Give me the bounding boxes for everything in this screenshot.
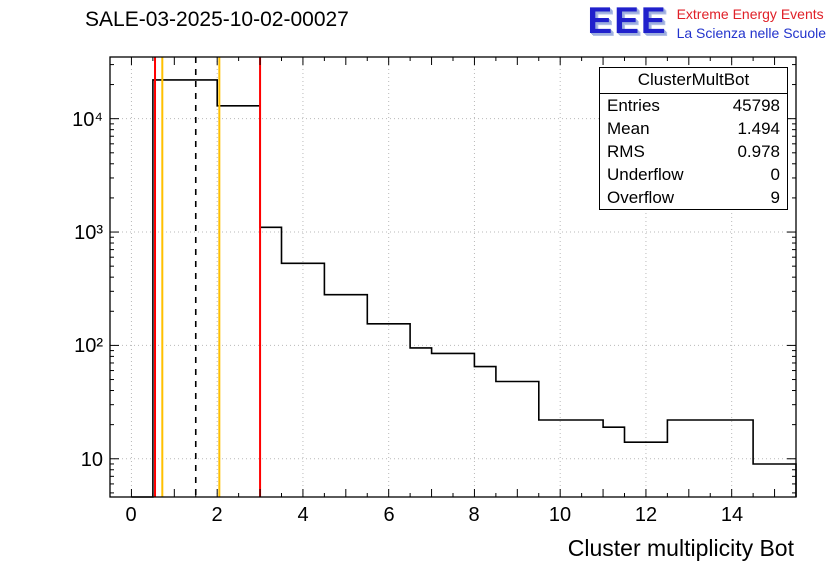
x-tick-label: 14 [721, 504, 743, 526]
eee-logo: EEE Extreme Energy Events La Scienza nel… [587, 0, 826, 43]
y-tick-label: 10³ [74, 222, 103, 244]
histogram-outline [131, 79, 797, 498]
y-tick-label: 10 [81, 449, 103, 471]
stats-value: 1.494 [737, 119, 780, 138]
eee-logo-acronym: EEE [587, 0, 668, 41]
axis-ticks [110, 57, 796, 497]
stats-label: Entries [607, 96, 660, 115]
x-axis-title: Cluster multiplicity Bot [568, 535, 795, 561]
histogram-series [131, 79, 797, 498]
stats-row: Overflow 9 [600, 186, 787, 209]
stats-row: RMS 0.978 [600, 140, 787, 163]
grid-lines [110, 57, 796, 497]
stats-box: ClusterMultBot Entries 45798 Mean 1.494 … [599, 67, 788, 210]
x-tick-label: 8 [468, 504, 479, 526]
stats-label: Overflow [607, 188, 675, 207]
stats-value: 45798 [732, 96, 780, 115]
eee-logo-taglines: Extreme Energy Events La Scienza nelle S… [677, 2, 826, 43]
stats-label: Mean [607, 119, 650, 138]
x-tick-label: 10 [549, 504, 571, 526]
stats-label: RMS [607, 142, 645, 161]
y-tick-label: 10⁴ [72, 109, 103, 131]
stats-box-title: ClusterMultBot [600, 68, 787, 94]
stats-row: Underflow 0 [600, 163, 787, 186]
plot-title: SALE-03-2025-10-02-00027 [85, 8, 349, 31]
x-tick-label: 6 [383, 504, 394, 526]
stats-value: 9 [770, 188, 780, 207]
x-tick-label: 2 [211, 504, 222, 526]
stats-row: Mean 1.494 [600, 117, 787, 140]
stats-value: 0 [770, 165, 780, 184]
logo-tagline-it: La Scienza nelle Scuole [676, 24, 826, 41]
y-tick-labels: 10 10² 10³ 10⁴ [72, 109, 103, 471]
stats-value: 0.978 [737, 142, 780, 161]
y-tick-label: 10² [74, 335, 103, 357]
threshold-marker-lines [154, 57, 262, 497]
x-tick-labels: 0 2 4 6 8 10 12 14 [125, 504, 743, 526]
logo-tagline-en: Extreme Energy Events [676, 6, 824, 22]
x-tick-label: 12 [635, 504, 657, 526]
x-tick-label: 0 [125, 504, 136, 526]
x-tick-label: 4 [297, 504, 308, 526]
stats-row: Entries 45798 [600, 94, 787, 117]
stats-label: Underflow [607, 165, 684, 184]
